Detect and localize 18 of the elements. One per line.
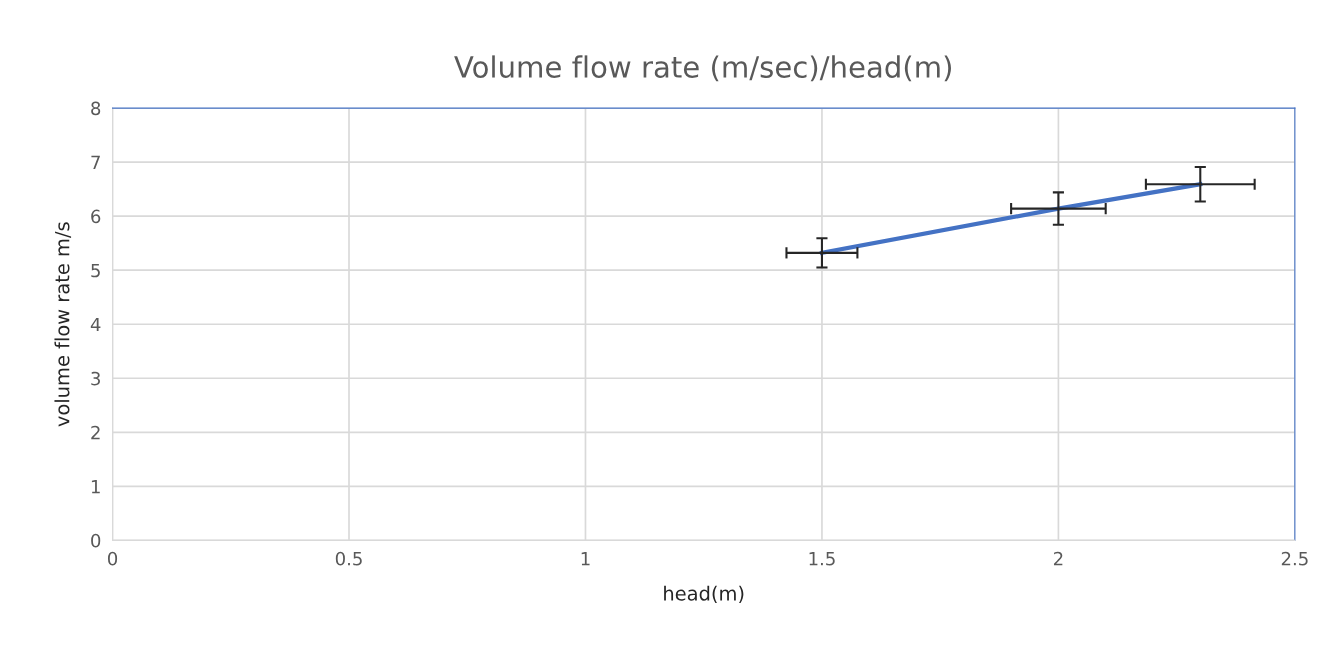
x-tick-label: 2	[1053, 551, 1063, 566]
y-axis-title: volume flow rate m/s	[54, 222, 72, 427]
y-tick-label: 6	[91, 209, 101, 224]
x-tick-label: 1	[581, 552, 590, 566]
y-tick-label: 7	[91, 155, 100, 169]
y-tick-label: 4	[90, 317, 101, 332]
y-tick-label: 3	[91, 371, 100, 386]
y-tick-label: 0	[91, 533, 101, 548]
y-tick-label: 2	[91, 425, 100, 440]
y-tick-label: 5	[91, 263, 100, 278]
x-tick-label: 0	[107, 551, 118, 566]
x-tick-label: 0.5	[335, 551, 362, 566]
x-tick-label: 1.5	[809, 552, 835, 566]
y-tick-label: 8	[91, 101, 101, 116]
x-axis-title: head(m)	[664, 585, 744, 603]
y-tick-label: 1	[91, 480, 100, 494]
chart-title: Volume flow rate (m/sec)/head(m)	[454, 55, 951, 82]
x-tick-label: 2.5	[1281, 551, 1308, 566]
